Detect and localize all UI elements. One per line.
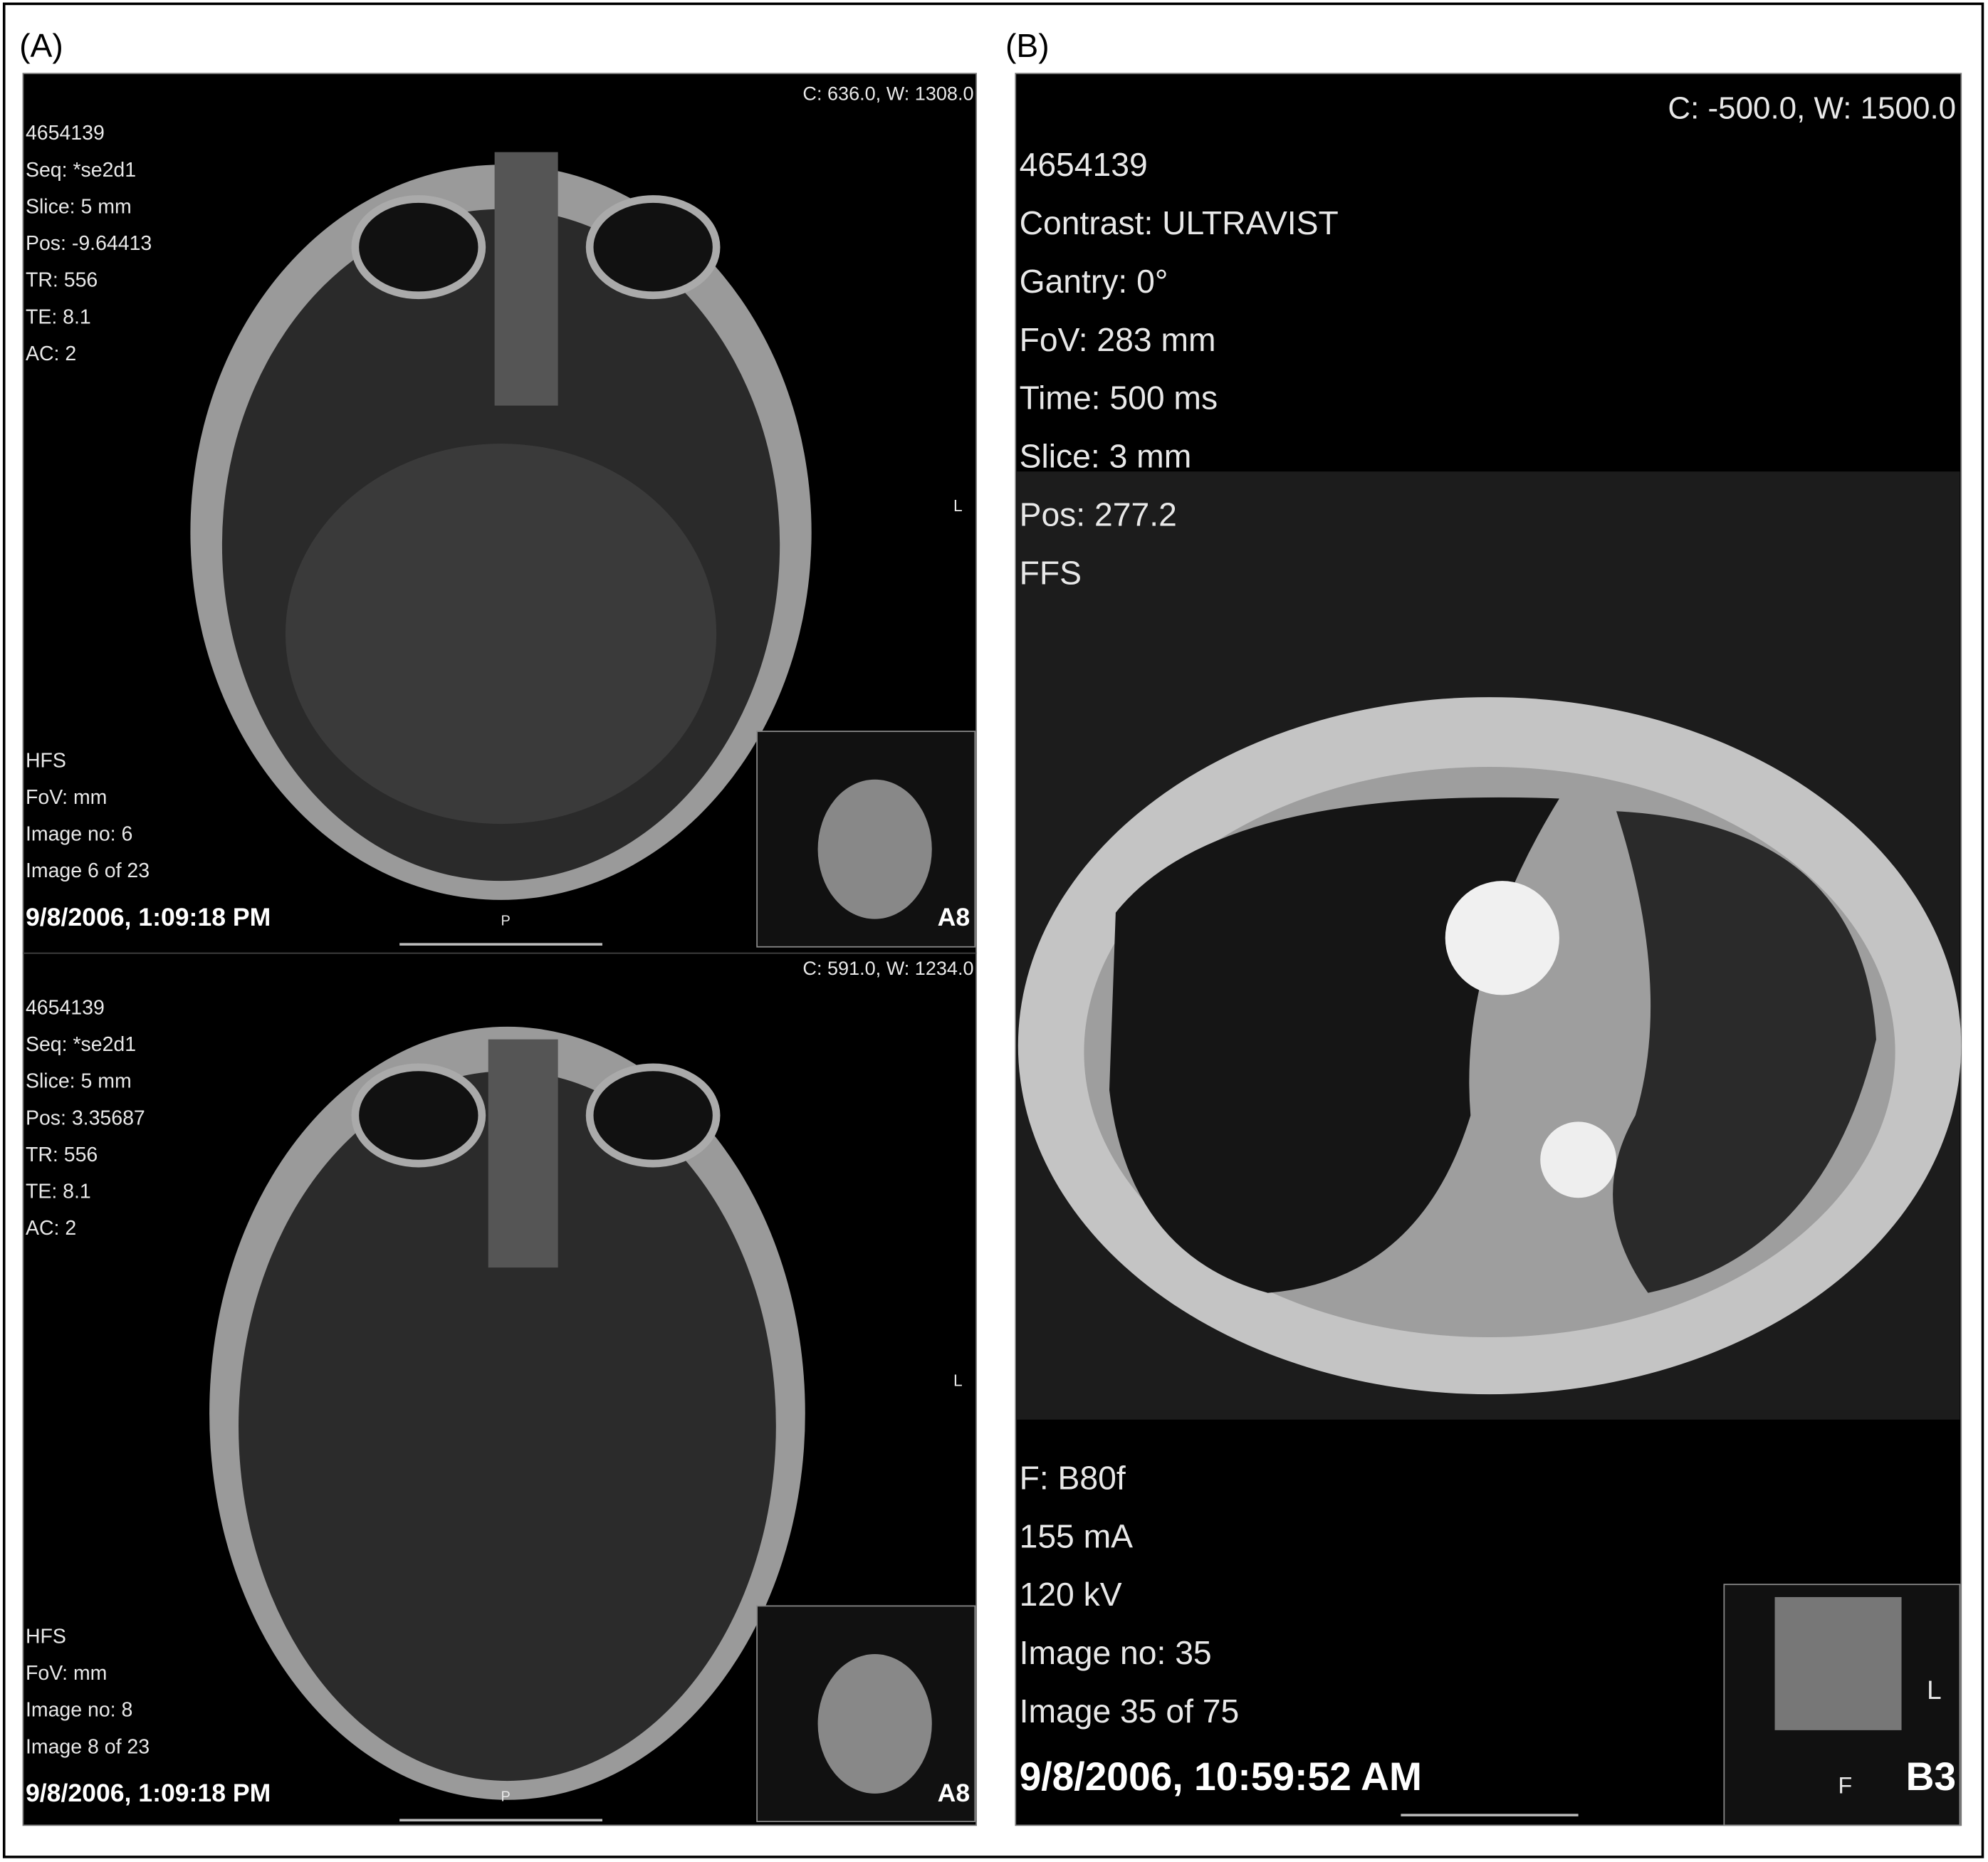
series-id: A8 — [938, 1779, 971, 1807]
dicom-info: TE: 8.1 — [26, 1181, 91, 1203]
dicom-info: FoV: 283 mm — [1020, 321, 1216, 358]
dicom-info: Image 8 of 23 — [26, 1735, 150, 1758]
dicom-info: Pos: 277.2 — [1020, 496, 1177, 533]
dicom-info: Gantry: 0° — [1020, 263, 1168, 300]
window-level: C: 591.0, W: 1234.0 — [802, 958, 973, 979]
dicom-info: Slice: 5 mm — [26, 195, 132, 218]
dicom-info: Image no: 6 — [26, 823, 132, 846]
mri-slice-1 — [190, 152, 812, 900]
dicom-info: 120 kV — [1020, 1576, 1122, 1613]
timestamp: 9/8/2006, 10:59:52 AM — [1020, 1754, 1422, 1799]
dicom-info: AC: 2 — [26, 1217, 76, 1240]
scout-image — [817, 779, 932, 919]
dicom-info: TE: 8.1 — [26, 305, 91, 328]
panel-label: (A) — [19, 27, 63, 64]
window-level: C: 636.0, W: 1308.0 — [802, 83, 973, 105]
timestamp: 9/8/2006, 1:09:18 PM — [26, 1779, 271, 1807]
dicom-info: TR: 556 — [26, 1144, 98, 1166]
dicom-info: Image 6 of 23 — [26, 859, 150, 882]
orientation-marker: L — [953, 496, 963, 515]
dicom-info: Image no: 8 — [26, 1699, 132, 1722]
series-id: B3 — [1906, 1754, 1957, 1799]
dicom-info: HFS — [26, 749, 66, 772]
dicom-info: Image 35 of 75 — [1020, 1693, 1240, 1730]
scout-image — [1774, 1596, 1902, 1730]
dicom-info: Time: 500 ms — [1020, 380, 1218, 417]
dicom-info: Image no: 35 — [1020, 1634, 1212, 1671]
dicom-info: 4654139 — [26, 996, 105, 1019]
panel-label: (B) — [1005, 27, 1050, 64]
orientation-marker: L — [1927, 1675, 1942, 1705]
dicom-info: 4654139 — [1020, 146, 1148, 183]
dicom-info: AC: 2 — [26, 342, 76, 365]
dicom-info: FoV: mm — [26, 1662, 107, 1685]
dicom-info: Seq: *se2d1 — [26, 159, 136, 182]
dicom-info: FoV: mm — [26, 786, 107, 809]
window-level: C: -500.0, W: 1500.0 — [1668, 90, 1956, 125]
series-id: A8 — [938, 903, 971, 931]
mri-slice-2 — [209, 1026, 805, 1800]
dicom-info: Slice: 3 mm — [1020, 438, 1192, 475]
dicom-info: 4654139 — [26, 122, 105, 145]
scout-image — [817, 1654, 932, 1794]
dicom-info: F: B80f — [1020, 1459, 1126, 1496]
direction-marker: P — [501, 1789, 511, 1804]
timestamp: 9/8/2006, 1:09:18 PM — [26, 903, 271, 931]
orientation-marker: L — [953, 1371, 963, 1389]
dicom-info: Pos: 3.35687 — [26, 1107, 145, 1129]
direction-marker: F — [1838, 1773, 1853, 1799]
dicom-info: Pos: -9.64413 — [26, 232, 152, 255]
dicom-info: FFS — [1020, 554, 1082, 591]
dicom-info: HFS — [26, 1625, 66, 1648]
dicom-info: Slice: 5 mm — [26, 1070, 132, 1093]
ct-slice — [1017, 697, 1962, 1395]
direction-marker: P — [501, 913, 511, 929]
dicom-info: Contrast: ULTRAVIST — [1020, 204, 1339, 241]
dicom-info: TR: 556 — [26, 269, 98, 292]
dicom-info: 155 mA — [1020, 1517, 1134, 1554]
dicom-info: Seq: *se2d1 — [26, 1033, 136, 1056]
